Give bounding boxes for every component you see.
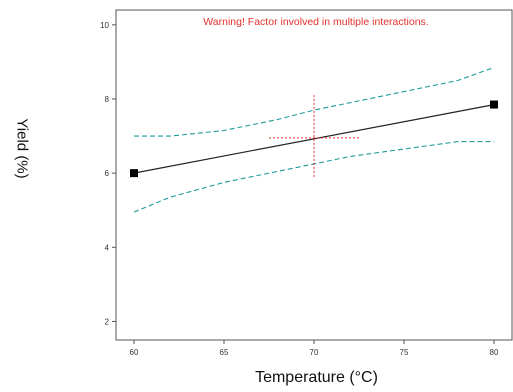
fit-line bbox=[133, 104, 495, 174]
data-point-marker bbox=[490, 100, 498, 109]
y-tick-label: 2 bbox=[105, 317, 110, 326]
y-tick-label: 4 bbox=[105, 243, 110, 252]
x-axis-label-row: Temperature (°C) bbox=[0, 369, 513, 387]
x-axis-label: Temperature (°C) bbox=[255, 369, 378, 386]
data-point-marker bbox=[130, 169, 138, 178]
y-tick-label: 10 bbox=[100, 21, 109, 30]
x-tick-label: 75 bbox=[400, 348, 409, 357]
x-tick-label: 70 bbox=[310, 348, 319, 357]
x-tick-label: 60 bbox=[130, 348, 139, 357]
axis-ticks: 60 65 70 75 80 2 4 6 8 10 bbox=[100, 21, 499, 357]
x-tick-label: 65 bbox=[220, 348, 229, 357]
warning-annotation: Warning! Factor involved in multiple int… bbox=[203, 16, 428, 28]
y-tick-label: 6 bbox=[105, 169, 110, 178]
y-axis-label: Yield (%) bbox=[13, 118, 31, 179]
upper-ci-line bbox=[134, 66, 495, 137]
markers-layer bbox=[130, 100, 498, 178]
x-tick-label: 80 bbox=[490, 348, 499, 357]
y-tick-label: 8 bbox=[105, 95, 110, 104]
crosshair bbox=[269, 95, 359, 177]
